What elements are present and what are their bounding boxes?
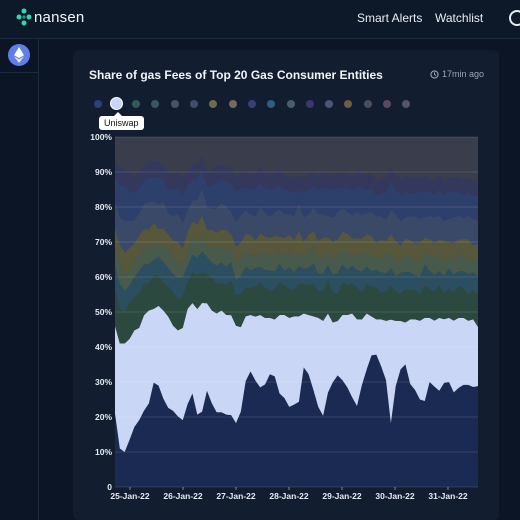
- y-tick-label: 70%: [95, 237, 112, 247]
- area-series-4[interactable]: [115, 236, 478, 291]
- x-tick-label: 27-Jan-22: [216, 491, 255, 501]
- nansen-logo[interactable]: nansen: [16, 8, 84, 26]
- ethereum-icon: [14, 47, 24, 63]
- nav-smart-alerts[interactable]: Smart Alerts: [357, 11, 423, 25]
- y-tick-label: 60%: [95, 272, 112, 282]
- legend-dot-7[interactable]: [228, 100, 237, 108]
- area-series-9[interactable]: [115, 137, 478, 182]
- x-tick-label: 30-Jan-22: [375, 491, 414, 501]
- y-tick-label: 100%: [90, 132, 112, 142]
- stacked-area-chart: 0 10% 20% 30% 40% 50% 60% 70% 80% 90% 100% 25-Jan-2…: [90, 132, 478, 501]
- legend-dot-6[interactable]: [209, 100, 218, 108]
- nav-watchlist[interactable]: Watchlist: [435, 11, 484, 25]
- area-series-7[interactable]: [115, 170, 478, 223]
- area-series-0[interactable]: [115, 354, 478, 487]
- top-navigation-bar: nansen Smart Alerts Watchlist: [0, 0, 520, 39]
- y-tick-label: 80%: [95, 202, 112, 212]
- x-tick-label: 29-Jan-22: [322, 491, 361, 501]
- legend-dot-0[interactable]: [93, 100, 102, 108]
- x-tick-label: 28-Jan-22: [269, 491, 308, 501]
- y-tick-label: 20%: [95, 412, 112, 422]
- legend-dot-9[interactable]: [267, 100, 276, 108]
- legend-dot-14[interactable]: [363, 100, 372, 108]
- area-series-1[interactable]: [115, 302, 478, 452]
- legend-dot-11[interactable]: [305, 100, 314, 108]
- chain-sidebar: [0, 39, 39, 520]
- area-series-2[interactable]: [115, 272, 478, 344]
- legend-tooltip: Uniswap: [99, 112, 144, 130]
- last-updated: 17min ago: [430, 69, 484, 79]
- clock-refresh-icon: [430, 69, 439, 79]
- y-tick-label: 90%: [95, 167, 112, 177]
- y-tick-label: 10%: [95, 447, 112, 457]
- legend-dot-5[interactable]: [190, 100, 198, 108]
- logo-text: nansen: [34, 8, 85, 26]
- y-tick-label: 40%: [95, 342, 112, 352]
- legend-dot-3[interactable]: [151, 100, 160, 108]
- legend-dot-8[interactable]: [247, 100, 256, 108]
- legend-dot-1[interactable]: [110, 97, 124, 110]
- area-series-3[interactable]: [115, 251, 478, 312]
- area-series-8[interactable]: [115, 155, 478, 197]
- y-tick-label: 50%: [95, 307, 112, 317]
- legend-dot-15[interactable]: [383, 100, 391, 108]
- area-series-5[interactable]: [115, 215, 478, 274]
- user-icon[interactable]: [509, 10, 520, 26]
- ethereum-chain-button[interactable]: [8, 44, 30, 66]
- legend-dot-10[interactable]: [286, 100, 295, 108]
- legend-dot-4[interactable]: [170, 100, 179, 108]
- y-tick-label: 30%: [95, 377, 112, 387]
- legend-dot-16[interactable]: [402, 100, 411, 108]
- legend-dot-2[interactable]: [132, 100, 141, 108]
- legend-dot-12[interactable]: [325, 100, 334, 108]
- legend-dot-13[interactable]: [344, 100, 353, 108]
- sidebar-divider: [0, 72, 38, 73]
- x-tick-label: 25-Jan-22: [110, 491, 149, 501]
- chart-title: Share of gas Fees of Top 20 Gas Consumer…: [89, 68, 383, 82]
- nansen-logo-icon: [16, 8, 32, 26]
- y-tick-label: 0: [107, 482, 112, 492]
- area-series-6[interactable]: [115, 188, 478, 253]
- x-tick-label: 26-Jan-22: [163, 491, 202, 501]
- last-updated-text: 17min ago: [442, 69, 485, 79]
- x-tick-label: 31-Jan-22: [428, 491, 467, 501]
